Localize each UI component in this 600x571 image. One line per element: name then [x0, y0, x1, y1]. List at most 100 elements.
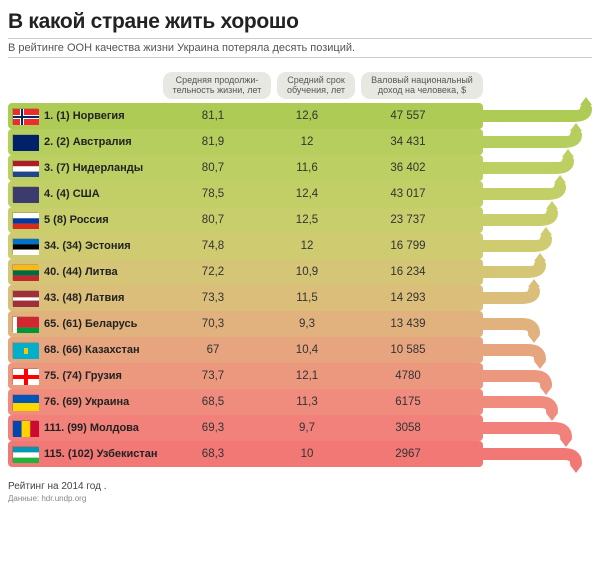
table-row: 115. (102) Узбекистан68,3102967: [8, 441, 592, 467]
header-edu: Средний срок обучения, лет: [277, 72, 355, 99]
country-label: 4. (4) США: [44, 188, 159, 200]
value-edu: 11,6: [267, 162, 347, 174]
arrow-up-icon: [480, 133, 586, 147]
table-row: 68. (66) Казахстан6710,410 585: [8, 337, 592, 363]
flag-icon: [12, 316, 38, 332]
value-edu: 12: [267, 240, 347, 252]
value-edu: 10: [267, 448, 347, 460]
flag-icon: [12, 212, 38, 228]
arrow-up-icon: [480, 107, 596, 121]
country-label: 2. (2) Австралия: [44, 136, 159, 148]
table-row: 34. (34) Эстония74,81216 799: [8, 233, 592, 259]
table-row: 4. (4) США78,512,443 017: [8, 181, 592, 207]
value-life: 78,5: [159, 188, 267, 200]
arrow-down-icon: [480, 445, 586, 459]
value-gni: 10 585: [347, 344, 469, 356]
value-edu: 10,4: [267, 344, 347, 356]
country-label: 3. (7) Нидерланды: [44, 162, 159, 174]
arrow-down-icon: [480, 393, 562, 407]
value-life: 80,7: [159, 162, 267, 174]
table-row: 65. (61) Беларусь70,39,313 439: [8, 311, 592, 337]
value-edu: 12,1: [267, 370, 347, 382]
data-source: Данные: hdr.undp.org: [8, 494, 592, 503]
value-life: 74,8: [159, 240, 267, 252]
country-label: 65. (61) Беларусь: [44, 318, 159, 330]
arrow-down-icon: [480, 341, 550, 355]
flag-icon: [12, 342, 38, 358]
flag-icon: [12, 368, 38, 384]
value-life: 73,7: [159, 370, 267, 382]
table-row: 5 (8) Россия80,712,523 737: [8, 207, 592, 233]
flag-icon: [12, 446, 38, 462]
value-edu: 12,4: [267, 188, 347, 200]
value-edu: 11,3: [267, 396, 347, 408]
value-edu: 10,9: [267, 266, 347, 278]
value-gni: 14 293: [347, 292, 469, 304]
country-label: 43. (48) Латвия: [44, 292, 159, 304]
value-gni: 3058: [347, 422, 469, 434]
value-life: 69,3: [159, 422, 267, 434]
table-row: 75. (74) Грузия73,712,14780: [8, 363, 592, 389]
flag-icon: [12, 238, 38, 254]
arrow-up-icon: [480, 289, 544, 303]
value-edu: 9,3: [267, 318, 347, 330]
value-life: 80,7: [159, 214, 267, 226]
country-label: 68. (66) Казахстан: [44, 344, 159, 356]
header-gni: Валовый национальный доход на человека, …: [361, 72, 483, 99]
arrow-down-icon: [480, 315, 544, 329]
value-gni: 43 017: [347, 188, 469, 200]
arrow-up-icon: [480, 211, 562, 225]
value-life: 72,2: [159, 266, 267, 278]
table-row: 1. (1) Норвегия81,112,647 557: [8, 103, 592, 129]
arrow-down-icon: [480, 367, 556, 381]
table-row: 40. (44) Литва72,210,916 234: [8, 259, 592, 285]
value-gni: 16 799: [347, 240, 469, 252]
country-label: 40. (44) Литва: [44, 266, 159, 278]
flag-icon: [12, 394, 38, 410]
arrow-down-icon: [480, 419, 576, 433]
value-edu: 12: [267, 136, 347, 148]
value-gni: 36 402: [347, 162, 469, 174]
arrow-up-icon: [480, 237, 556, 251]
table-row: 43. (48) Латвия73,311,514 293: [8, 285, 592, 311]
chart-title: В какой стране жить хорошо: [8, 10, 592, 34]
flag-icon: [12, 264, 38, 280]
flag-icon: [12, 420, 38, 436]
arrow-up-icon: [480, 185, 570, 199]
ranking-table: Средняя продолжи- тельность жизни, лет С…: [8, 72, 592, 467]
value-edu: 11,5: [267, 292, 347, 304]
value-gni: 23 737: [347, 214, 469, 226]
table-row: 3. (7) Нидерланды80,711,636 402: [8, 155, 592, 181]
value-gni: 47 557: [347, 110, 469, 122]
flag-icon: [12, 290, 38, 306]
value-gni: 16 234: [347, 266, 469, 278]
value-gni: 2967: [347, 448, 469, 460]
value-life: 73,3: [159, 292, 267, 304]
value-life: 68,3: [159, 448, 267, 460]
value-life: 81,1: [159, 110, 267, 122]
value-gni: 4780: [347, 370, 469, 382]
value-edu: 12,5: [267, 214, 347, 226]
flag-icon: [12, 134, 38, 150]
flag-icon: [12, 108, 38, 124]
flag-icon: [12, 186, 38, 202]
table-row: 2. (2) Австралия81,91234 431: [8, 129, 592, 155]
value-edu: 9,7: [267, 422, 347, 434]
country-label: 5 (8) Россия: [44, 214, 159, 226]
column-headers: Средняя продолжи- тельность жизни, лет С…: [163, 72, 592, 99]
value-gni: 13 439: [347, 318, 469, 330]
country-label: 76. (69) Украина: [44, 396, 159, 408]
header-life: Средняя продолжи- тельность жизни, лет: [163, 72, 271, 99]
country-label: 1. (1) Норвегия: [44, 110, 159, 122]
value-life: 81,9: [159, 136, 267, 148]
flag-icon: [12, 160, 38, 176]
value-gni: 6175: [347, 396, 469, 408]
value-life: 70,3: [159, 318, 267, 330]
footer-note: Рейтинг на 2014 год .: [8, 481, 592, 492]
country-label: 34. (34) Эстония: [44, 240, 159, 252]
country-label: 75. (74) Грузия: [44, 370, 159, 382]
country-label: 115. (102) Узбекистан: [44, 448, 159, 460]
arrow-up-icon: [480, 263, 550, 277]
table-rows: 1. (1) Норвегия81,112,647 557 2. (2) Авс…: [8, 103, 592, 467]
value-life: 68,5: [159, 396, 267, 408]
